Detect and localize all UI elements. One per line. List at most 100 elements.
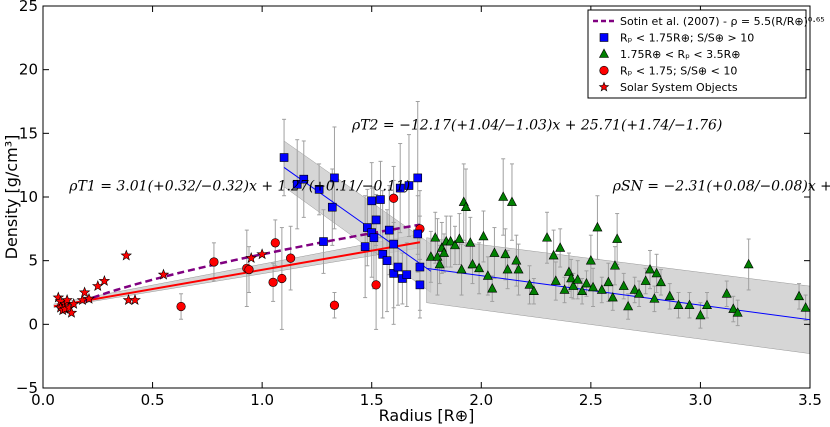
point-triangle-13 (465, 237, 476, 247)
point-triangle-57 (673, 299, 684, 310)
point-star-8 (65, 306, 78, 318)
point-triangle-56 (664, 290, 675, 301)
y-axis-label: Density [g/cm³] (2, 135, 21, 260)
legend-box (587, 9, 807, 99)
point-triangle-47 (618, 280, 629, 290)
point-triangle-10 (456, 263, 467, 274)
point-circle-1 (209, 257, 219, 267)
y-tick-label-6: 25 (19, 0, 38, 15)
band-sn (426, 237, 810, 354)
legend-label-2: 1.75R⊕ < Rₚ < 3.5R⊕ (620, 48, 740, 61)
legend-marker-3 (599, 65, 609, 76)
point-square-12 (371, 215, 381, 225)
point-star-9 (67, 297, 80, 309)
point-triangle-45 (609, 260, 620, 270)
point-square-9 (367, 196, 377, 206)
point-triangle-63 (732, 307, 743, 317)
x-tick-label-0: 0.0 (31, 391, 55, 409)
point-triangle-39 (585, 255, 596, 265)
point-circle-6 (277, 273, 287, 284)
point-triangle-0 (425, 251, 436, 261)
y-tick-label-0: −5 (16, 379, 38, 397)
point-triangle-14 (467, 258, 478, 269)
point-triangle-48 (623, 300, 634, 311)
x-tick-label-6: 3.0 (688, 391, 712, 409)
annotation-rho-sn: ρSN = −2.31(+0.08/−0.08)x + 8.44(+1.74/−… (612, 179, 830, 195)
point-star-20 (256, 248, 268, 260)
legend-label-4: Solar System Objects (620, 81, 738, 94)
point-star-6 (61, 294, 73, 305)
point-triangle-19 (489, 247, 500, 257)
point-square-3 (314, 185, 324, 194)
point-square-4 (319, 237, 328, 246)
y-tick-label-3: 10 (19, 188, 38, 206)
point-triangle-59 (695, 309, 706, 320)
point-triangle-61 (721, 288, 732, 298)
point-triangle-34 (566, 272, 577, 283)
point-square-15 (382, 256, 392, 265)
point-square-17 (389, 239, 398, 249)
y-tick-label-5: 20 (19, 61, 38, 79)
point-square-8 (363, 223, 372, 232)
point-square-23 (404, 181, 414, 190)
point-square-20 (395, 183, 405, 193)
point-triangle-66 (800, 302, 811, 312)
point-triangle-50 (634, 288, 645, 298)
point-square-6 (330, 173, 339, 183)
point-triangle-8 (449, 239, 460, 250)
point-star-11 (78, 286, 91, 298)
point-square-25 (413, 229, 423, 239)
point-triangle-30 (550, 275, 561, 285)
legend: Sotin et al. (2007) - ρ = 5.5(R/R⊕)⁰·⁶⁵ R… (587, 9, 825, 99)
axis-ticks: 0.0 0.5 1.0 1.5 2.0 2.5 3.0 3.5 −5 0 5 10 15 20 25 (16, 0, 822, 409)
point-triangle-49 (629, 284, 640, 294)
point-triangle-22 (502, 263, 513, 274)
point-square-5 (327, 202, 337, 212)
point-triangle-42 (596, 284, 607, 294)
fit-line-t1 (53, 241, 421, 308)
point-triangle-5 (439, 247, 450, 257)
point-triangle-38 (581, 277, 592, 288)
point-square-27 (415, 280, 425, 290)
x-tick-label-1: 0.5 (141, 391, 165, 409)
point-star-14 (98, 274, 111, 286)
point-triangle-35 (568, 280, 579, 290)
point-triangle-9 (454, 233, 465, 243)
point-square-11 (369, 233, 379, 243)
legend-marker-1 (599, 33, 609, 42)
point-circle-0 (176, 301, 186, 312)
point-triangle-23 (506, 196, 517, 206)
point-triangle-43 (603, 276, 614, 287)
point-triangle-31 (555, 242, 566, 252)
point-triangle-17 (482, 270, 493, 280)
point-circle-10 (389, 193, 399, 203)
legend-label-3: Rₚ < 1.75; S/S⊕ < 10 (620, 65, 737, 78)
point-triangle-25 (513, 263, 524, 274)
x-tick-label-7: 3.5 (798, 391, 822, 409)
point-star-18 (157, 268, 170, 280)
point-square-16 (384, 225, 394, 235)
point-triangle-51 (640, 275, 651, 285)
point-triangle-44 (607, 291, 618, 302)
point-square-22 (402, 270, 412, 279)
point-triangle-1 (430, 232, 441, 242)
y-tick-label-2: 5 (28, 252, 38, 270)
y-tick-label-4: 15 (19, 124, 38, 142)
point-triangle-58 (684, 299, 695, 310)
point-triangle-52 (645, 263, 656, 274)
point-square-24 (413, 173, 423, 183)
point-triangle-3 (434, 258, 445, 269)
point-star-17 (129, 294, 141, 305)
legend-marker-2 (599, 48, 609, 58)
point-triangle-37 (577, 285, 588, 296)
fit-line-t2 (283, 167, 432, 272)
point-triangle-65 (794, 290, 805, 301)
point-square-2 (299, 174, 309, 184)
x-tick-label-2: 1.0 (250, 391, 274, 409)
point-circle-4 (268, 277, 278, 287)
point-triangle-60 (702, 299, 713, 310)
point-square-18 (389, 269, 398, 278)
legend-label-0: Sotin et al. (2007) - ρ = 5.5(R/R⊕)⁰·⁶⁵ (620, 15, 825, 28)
point-square-26 (415, 262, 425, 272)
